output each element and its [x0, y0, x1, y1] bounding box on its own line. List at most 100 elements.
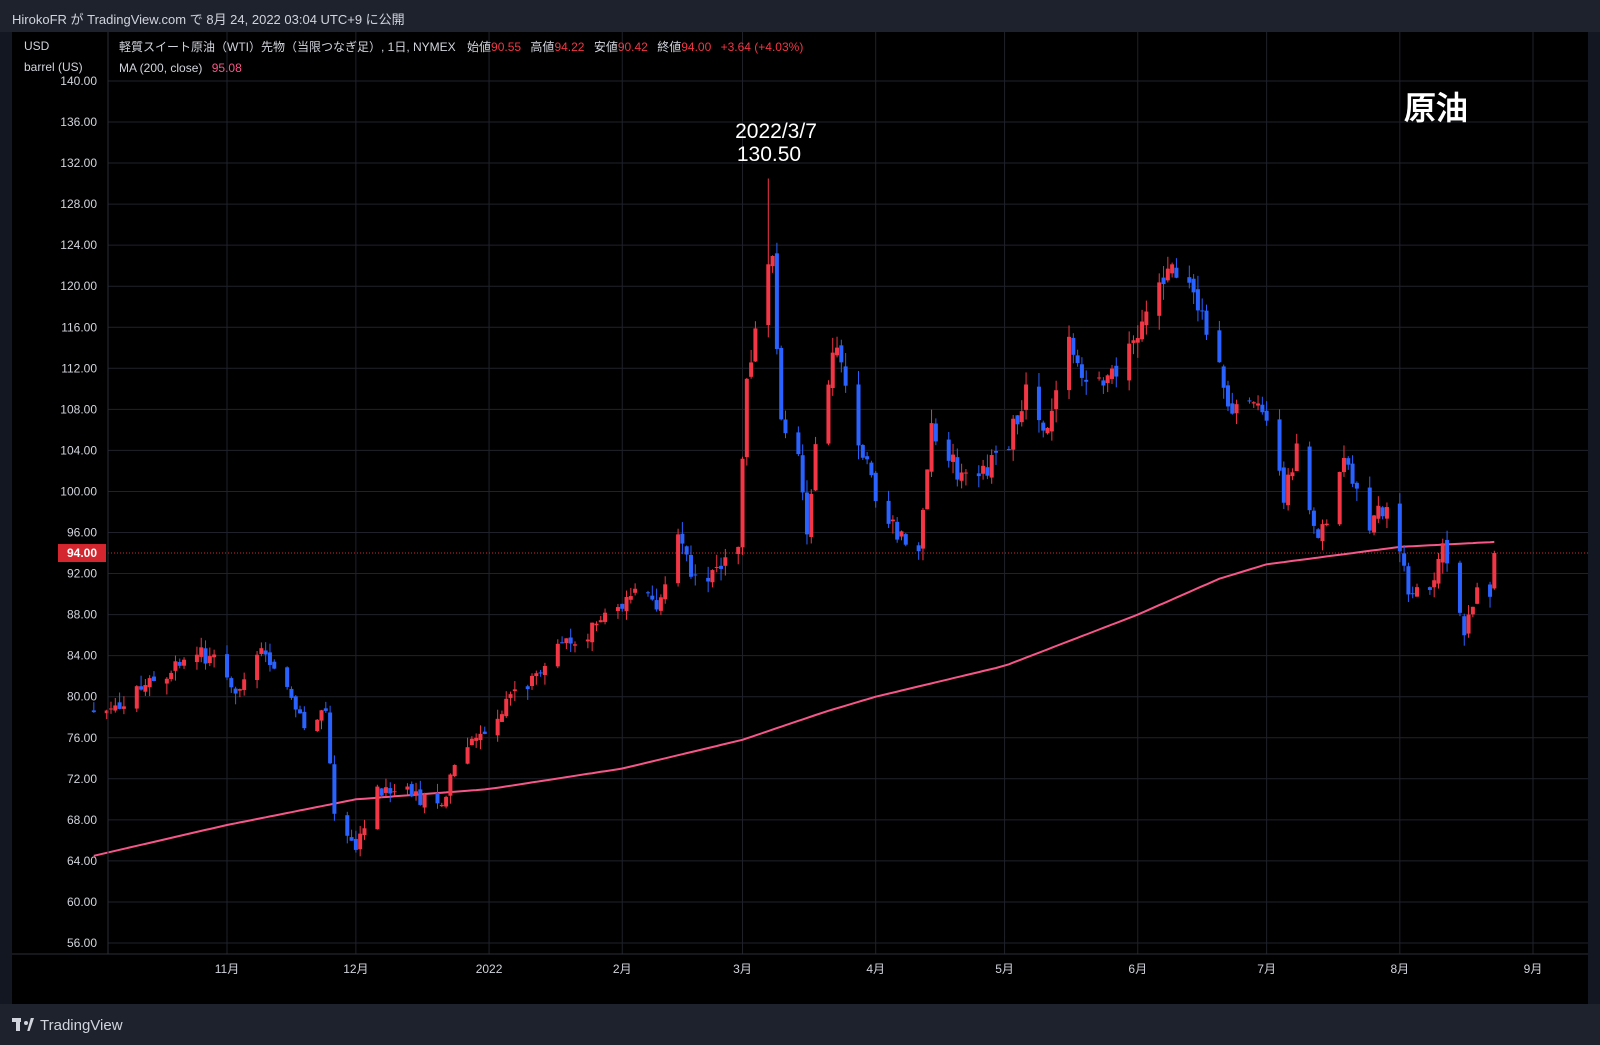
candle-body: [512, 689, 517, 692]
candle-body: [933, 423, 938, 442]
candle-body: [886, 500, 891, 524]
candle-body: [615, 607, 620, 612]
candle-body: [1011, 418, 1016, 450]
candle-body: [482, 731, 487, 734]
candle-body: [465, 747, 470, 764]
price-tick-label: 132.00: [60, 156, 97, 170]
candle-body: [774, 253, 779, 350]
candle-body: [1286, 474, 1291, 506]
candle-body: [353, 838, 358, 850]
candle-body: [1445, 539, 1450, 564]
candle-body: [663, 584, 668, 600]
candle-body: [1320, 524, 1325, 542]
candle-body: [151, 676, 156, 681]
price-tick-label: 80.00: [67, 690, 97, 704]
candle-body: [800, 455, 805, 493]
candle-body: [259, 648, 264, 654]
candle-body: [951, 454, 956, 462]
candle-body: [104, 710, 109, 714]
candle-body: [237, 689, 242, 691]
time-tick-label: 4月: [866, 962, 885, 976]
candle-body: [598, 620, 603, 623]
candle-body: [1195, 289, 1200, 311]
candle-body: [1036, 386, 1041, 421]
candle-body: [779, 347, 784, 420]
change-value: +3.64 (+4.03%): [721, 40, 804, 54]
ma-legend[interactable]: MA (200, close) 95.08: [119, 61, 242, 75]
price-tag-box: [58, 544, 106, 563]
candle-body: [865, 456, 870, 460]
price-tick-label: 96.00: [67, 526, 97, 540]
candle-body: [572, 644, 577, 646]
candle-body: [388, 788, 393, 794]
candle-body: [405, 786, 410, 790]
candle-body: [1415, 587, 1420, 597]
candle-body: [422, 794, 427, 808]
candle-body: [963, 472, 968, 474]
candle-body: [1311, 510, 1316, 526]
chart-frame[interactable]: 56.00 60.00 64.00 68.00 72.00 76.00 80.00 84.00…: [12, 32, 1588, 1004]
ma-label: MA (200, close): [119, 61, 202, 75]
candle-body: [706, 577, 711, 582]
candle-body: [1427, 587, 1432, 590]
candle-body: [1277, 419, 1282, 471]
candle-body: [134, 686, 139, 709]
candle-body: [1221, 366, 1226, 388]
candle-body: [289, 688, 294, 698]
time-tick-label: 8月: [1390, 962, 1409, 976]
candle-body: [920, 509, 925, 549]
candle-body: [959, 472, 964, 481]
candle-body: [603, 612, 608, 622]
candle-body: [392, 791, 397, 793]
candle-body: [478, 733, 483, 741]
publish-info: HirokoFR が TradingView.com で 8月 24, 2022…: [12, 12, 405, 27]
candle-body: [843, 366, 848, 386]
candle-body: [783, 419, 788, 434]
peak-value-annotation: 130.50: [737, 143, 801, 166]
candle-body: [349, 837, 354, 841]
candle-body: [890, 519, 895, 522]
price-axis[interactable]: 56.00 60.00 64.00 68.00 72.00 76.00 80.00 84.00…: [60, 74, 97, 950]
candle-body: [560, 642, 565, 644]
candle-body: [1402, 553, 1407, 566]
candle-body: [1372, 515, 1377, 533]
candle-body: [723, 557, 728, 566]
tradingview-logo[interactable]: TradingView: [12, 1016, 123, 1034]
candle-body: [272, 661, 277, 669]
candle-body: [1071, 337, 1076, 355]
candle-body: [469, 738, 474, 746]
candle-body: [555, 643, 560, 667]
candle-body: [770, 255, 775, 267]
candles: [91, 178, 1497, 857]
price-tick-label: 112.00: [61, 361, 97, 375]
low-label: 安値: [594, 39, 618, 54]
peak-date-annotation: 2022/3/7: [735, 120, 817, 143]
ohlc-legend[interactable]: 軽質スイート原油（WTI）先物（当限つなぎ足）, 1日, NYMEX 始値90.…: [119, 39, 803, 54]
candle-body: [1045, 427, 1050, 434]
time-axis[interactable]: 11月 12月 2022 2月 3月 4月 5月 6月 7月 8月 9月: [215, 962, 1543, 976]
candle-body: [542, 665, 547, 676]
candle-body: [267, 652, 272, 665]
candle-body: [620, 603, 625, 609]
price-tick-label: 120.00: [60, 279, 97, 293]
candle-body: [929, 423, 934, 472]
ma-200-line: [93, 540, 1495, 857]
candle-body: [1466, 614, 1471, 634]
candle-body: [676, 534, 681, 584]
candlestick-chart[interactable]: 56.00 60.00 64.00 68.00 72.00 76.00 80.00 84.00…: [12, 32, 1588, 1004]
candle-body: [409, 784, 414, 797]
candle-body: [1367, 487, 1372, 531]
candle-body: [835, 347, 840, 356]
time-tick-label: 6月: [1128, 962, 1147, 976]
candle-body: [1341, 457, 1346, 473]
publish-bar: HirokoFR が TradingView.com で 8月 24, 2022…: [0, 0, 1600, 32]
candle-body: [633, 588, 638, 593]
candle-body: [1307, 446, 1312, 511]
close-value: 94.00: [681, 40, 711, 54]
candle-body: [809, 493, 814, 537]
candle-body: [203, 648, 208, 664]
ma-value: 95.08: [212, 61, 242, 75]
chart-title-annotation: 原油: [1404, 90, 1468, 126]
candle-body: [495, 718, 500, 736]
candle-body: [766, 264, 771, 325]
